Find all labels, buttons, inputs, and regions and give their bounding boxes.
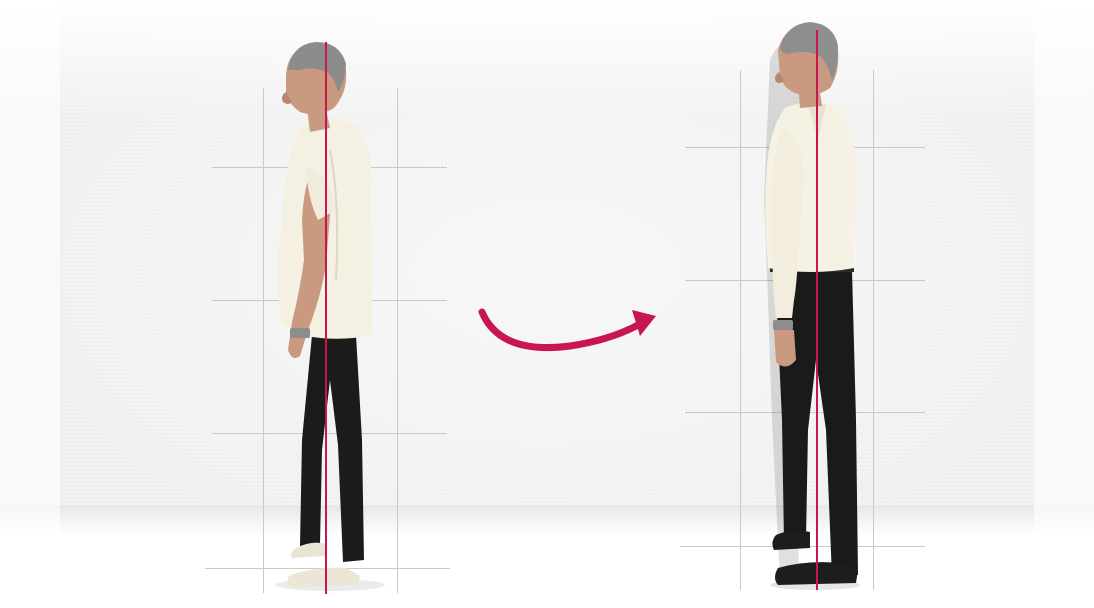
grid-horizontal-line <box>212 433 447 434</box>
grid-vertical-line <box>263 88 264 593</box>
plumb-line <box>325 42 327 594</box>
grid-vertical-line <box>873 70 874 590</box>
grid-vertical-line <box>740 70 741 590</box>
grid-vertical-line <box>397 88 398 593</box>
plumb-line <box>816 30 818 590</box>
curved-arrow-icon <box>478 308 656 352</box>
